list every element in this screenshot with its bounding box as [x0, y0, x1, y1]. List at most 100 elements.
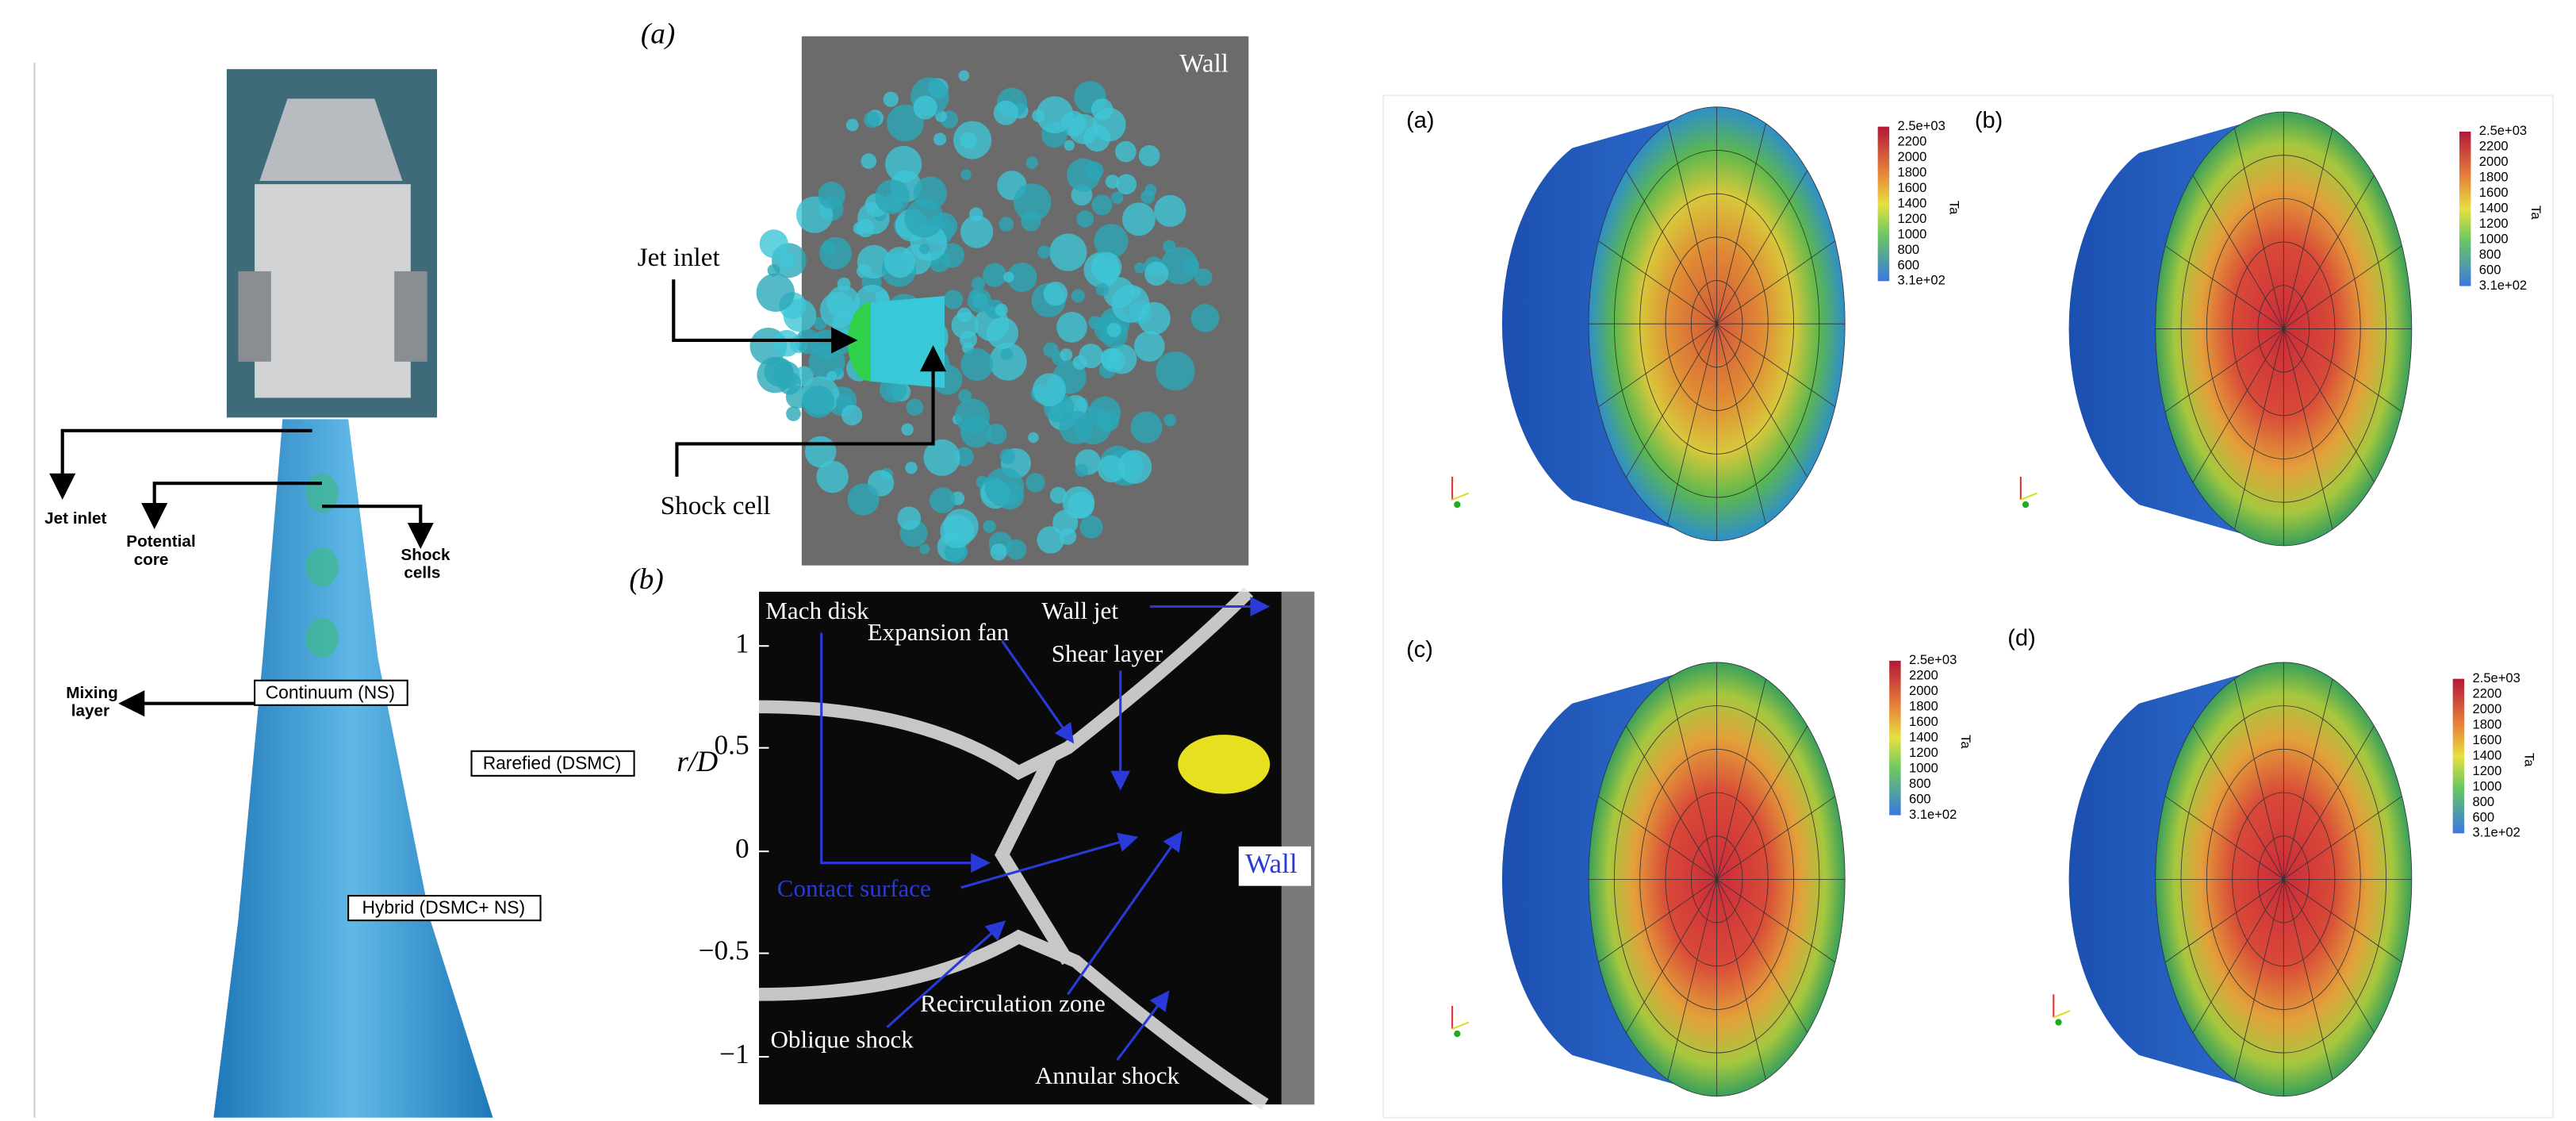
colorbar-tick-label: 1400 [2479, 201, 2509, 216]
vortex [805, 436, 836, 467]
annotation: Oblique shock [771, 1026, 914, 1054]
axis-glyph [2022, 501, 2029, 508]
vortex [1154, 195, 1186, 227]
panel-a: (a) Wall Jet inlet Shock cell [638, 17, 1249, 565]
vortex [1075, 464, 1088, 477]
vortex [897, 506, 921, 530]
panel-label: (c) [1406, 637, 1433, 662]
vortex [983, 263, 1006, 287]
plume [213, 419, 493, 1117]
vortex [1025, 156, 1038, 169]
vortex [1140, 190, 1155, 204]
colorbar-tick-label: 2.5e+03 [2479, 123, 2527, 138]
colorbar-tick-label: 2200 [2479, 139, 2509, 154]
vortex [919, 244, 930, 254]
label: Potential [126, 532, 195, 551]
vortex [905, 198, 944, 237]
vortex [875, 179, 910, 214]
label: Mixing [66, 684, 118, 702]
vortex [957, 308, 972, 323]
vortex [960, 215, 993, 248]
vortex [1073, 355, 1087, 370]
colorbar-tick-label: 2000 [1898, 149, 1927, 164]
vortex [773, 330, 800, 357]
vortex [1037, 96, 1074, 133]
vortex [841, 405, 862, 425]
colorbar-tick-label: 1000 [2473, 778, 2502, 793]
colorbar-tick-label: 600 [2473, 809, 2495, 824]
vortex [1115, 141, 1137, 163]
panel-label: (a) [1406, 108, 1434, 133]
annotation: Contact surface [777, 874, 931, 902]
colorbar-tick-label: 1600 [1909, 714, 1938, 729]
vortex [765, 357, 794, 386]
label: Shock [401, 546, 450, 564]
colorbar [2453, 679, 2465, 834]
vortex [1107, 323, 1121, 337]
vortex [944, 290, 963, 309]
vortex [1096, 283, 1109, 296]
vortex [818, 182, 845, 209]
vortex [901, 424, 913, 436]
vortex [1056, 312, 1087, 343]
y-tick-label: 1 [735, 628, 749, 658]
vortex [1071, 289, 1085, 302]
label: Shock cell [661, 491, 771, 520]
vortex [1043, 342, 1058, 357]
colorbar-tick-label: 3.1e+02 [1898, 273, 1945, 288]
vortex [907, 399, 923, 416]
colorbar-tick-label: 600 [1909, 791, 1931, 806]
colorbar-tick-label: 2000 [2479, 154, 2509, 169]
annotation: Wall [1245, 848, 1298, 879]
temperature-panels: (a)Ta2.5e+032200200018001600140012001000… [1383, 95, 2553, 1117]
vortex [1014, 183, 1052, 221]
vortex [1134, 263, 1145, 274]
panel [238, 271, 270, 362]
colorbar-tick-label: 3.1e+02 [2473, 825, 2520, 840]
shock-cell [305, 547, 338, 587]
label: Hybrid (DSMC+ NS) [362, 897, 526, 918]
colorbar-tick-label: 2.5e+03 [2473, 670, 2520, 685]
label: cells [404, 564, 440, 582]
colorbar-tick-label: 1400 [1898, 195, 1927, 210]
vortex [1049, 234, 1087, 271]
vortex [1101, 348, 1121, 368]
colorbar-tick-label: 3.1e+02 [2479, 278, 2527, 293]
vortex [905, 462, 917, 474]
vortex [1111, 191, 1124, 204]
vortex [884, 247, 915, 278]
annotation: Recirculation zone [920, 989, 1106, 1017]
vortex [987, 317, 1018, 349]
vortex [999, 217, 1014, 232]
colorbar-tick-label: 1600 [1898, 180, 1927, 195]
vortex [884, 92, 899, 107]
panel-label: (b) [629, 563, 663, 596]
vortex [995, 304, 1008, 317]
vortex [1111, 285, 1149, 323]
vortex [1118, 450, 1152, 484]
vortex [933, 132, 946, 145]
colorbar-tick-label: 1600 [2473, 732, 2502, 747]
vortex [1001, 347, 1013, 359]
vortex [1191, 304, 1220, 332]
colorbar [1889, 661, 1901, 816]
label: Rarefied (DSMC) [483, 752, 622, 773]
vortex [1037, 526, 1064, 553]
vortex [1003, 271, 1014, 282]
y-tick-label: 0.5 [715, 730, 749, 761]
vortex [1106, 175, 1120, 189]
vortex [1067, 158, 1100, 191]
vortex [972, 277, 985, 290]
colorbar-tick-label: 1800 [2473, 716, 2502, 731]
colorbar-tick-label: 1200 [2479, 216, 2509, 231]
colorbar-tick-label: 1000 [2479, 232, 2509, 247]
y-tick-label: −0.5 [699, 935, 749, 966]
colorbar-title: Ta [1947, 201, 1962, 215]
vortex [940, 514, 974, 548]
label: Continuum (NS) [266, 681, 395, 702]
vortex [953, 121, 991, 159]
vortex [1194, 268, 1212, 286]
vortex [1163, 414, 1176, 427]
label: Jet inlet [44, 509, 106, 528]
colorbar-tick-label: 800 [2473, 794, 2495, 809]
